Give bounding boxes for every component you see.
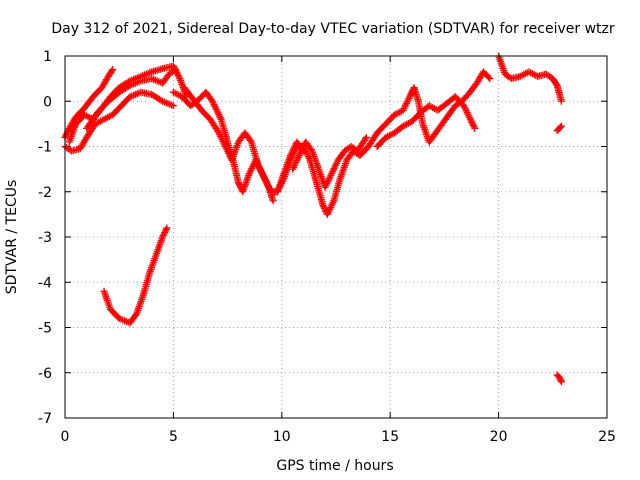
series-arc-2 — [61, 88, 177, 155]
series-arc-9 — [365, 68, 494, 150]
data-point — [109, 66, 117, 74]
data-point — [407, 90, 415, 98]
data-point — [169, 102, 177, 110]
y-tick-label: -1 — [38, 140, 52, 156]
data-point — [173, 70, 181, 78]
data-point — [174, 71, 182, 79]
data-point — [557, 122, 565, 130]
data-point — [269, 197, 277, 205]
data-point — [215, 110, 223, 118]
series-arc-13 — [553, 122, 565, 135]
data-point — [162, 225, 170, 233]
data-point — [212, 104, 220, 112]
data-point — [468, 118, 476, 126]
x-tick-label: 10 — [273, 429, 291, 445]
y-tick-label: -4 — [38, 275, 52, 291]
y-tick-label: -3 — [38, 230, 52, 246]
x-tick-label: 20 — [490, 429, 508, 445]
x-tick-label: 25 — [598, 429, 616, 445]
data-point — [216, 114, 224, 122]
x-axis-label: GPS time / hours — [276, 458, 393, 474]
data-points — [61, 52, 565, 386]
data-point — [172, 66, 180, 74]
data-point — [557, 97, 565, 105]
data-point — [161, 227, 169, 235]
data-point — [212, 105, 220, 113]
data-point — [320, 204, 328, 212]
data-point — [210, 101, 218, 109]
series-arc-10 — [373, 93, 479, 150]
x-tick-label: 15 — [381, 429, 399, 445]
data-point — [557, 378, 565, 386]
data-point — [209, 99, 217, 107]
chart-title: Day 312 of 2021, Sidereal Day-to-day VTE… — [51, 21, 615, 37]
data-point — [486, 75, 494, 83]
data-point — [160, 230, 168, 238]
y-tick-label: -5 — [38, 321, 52, 337]
y-axis-label: SDTVAR / TECUs — [4, 180, 20, 295]
axis-ticks: 0 5 10 15 20 25 -7 -6 -5 -4 -3 -2 -1 0 1 — [38, 49, 616, 445]
data-point — [170, 67, 178, 75]
series-arc-12 — [100, 224, 171, 327]
data-point — [211, 102, 219, 110]
data-point — [557, 376, 565, 384]
data-point — [159, 231, 167, 239]
data-point — [466, 115, 474, 123]
data-point — [216, 112, 224, 120]
data-point — [161, 228, 169, 236]
data-point — [208, 97, 216, 105]
data-point — [406, 93, 414, 101]
data-point — [319, 201, 327, 209]
data-point — [469, 120, 477, 128]
series-arc-4 — [83, 66, 180, 132]
data-point — [234, 179, 242, 187]
x-tick-label: 0 — [61, 429, 70, 445]
y-tick-label: 1 — [43, 49, 52, 65]
data-point — [555, 373, 563, 381]
data-point — [556, 375, 564, 383]
data-point — [159, 233, 167, 241]
y-tick-label: -2 — [38, 185, 52, 201]
data-point — [469, 121, 477, 129]
data-point — [552, 80, 560, 88]
data-point — [175, 73, 183, 81]
y-tick-label: 0 — [43, 94, 52, 110]
data-point — [406, 91, 414, 99]
data-point — [471, 124, 479, 132]
data-point — [361, 135, 369, 143]
data-point — [470, 123, 478, 131]
plot-frame — [64, 55, 608, 419]
data-point — [362, 133, 370, 141]
data-point — [320, 203, 328, 211]
data-point — [556, 123, 564, 131]
data-point — [235, 180, 243, 188]
series-arc-11 — [495, 52, 565, 105]
data-point — [214, 109, 222, 117]
data-point — [163, 224, 171, 232]
y-tick-label: -6 — [38, 366, 52, 382]
x-tick-label: 5 — [169, 429, 178, 445]
data-point — [108, 67, 116, 75]
data-point — [485, 73, 493, 81]
y-tick-label: -7 — [38, 411, 52, 427]
series-arc-14 — [553, 371, 565, 386]
data-point — [467, 117, 475, 125]
grid — [65, 56, 607, 418]
series-arc-8 — [289, 133, 370, 191]
data-point — [246, 136, 254, 144]
data-point — [213, 107, 221, 115]
